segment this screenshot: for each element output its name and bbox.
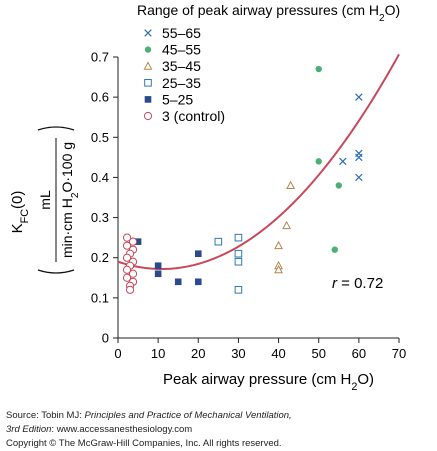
data-point: [274, 240, 284, 250]
data-point: [122, 273, 132, 282]
data-point: [128, 237, 138, 246]
legend-marker: [144, 96, 152, 103]
legend-marker: [144, 29, 152, 37]
data-point: [154, 262, 162, 270]
x-tick-label: 10: [151, 346, 165, 361]
data-point: [274, 264, 284, 274]
x-tick-label: 70: [392, 346, 406, 361]
x-tick-label: 50: [311, 346, 325, 361]
legend-label: 45–55: [162, 42, 201, 58]
y-tick-label: 0.4: [91, 170, 109, 185]
legend-label: 25–35: [162, 75, 201, 91]
x-tick-label: 30: [231, 346, 245, 361]
chart: 0 10 20 30 40 50 60 70 0 0.1 0.2 0.3 0.4 0.5 0.6 0.7 Ra…: [9, 2, 406, 393]
series-4: [134, 238, 202, 286]
data-point: [122, 241, 132, 250]
legend-marker: [143, 111, 153, 121]
data-point: [125, 285, 135, 294]
data-point: [234, 257, 243, 266]
legend-marker: [144, 79, 152, 87]
y-axis-label: KFC(0) mL min·cm H2O·100 g: [9, 126, 81, 274]
x-tick-label: 20: [191, 346, 205, 361]
data-point: [154, 270, 162, 278]
data-point: [339, 157, 347, 166]
data-point: [355, 93, 363, 101]
legend-label: 3 (control): [162, 108, 225, 124]
x-tick-label: 60: [352, 346, 366, 361]
fit-curve: [117, 53, 400, 271]
legend-label: 35–45: [162, 58, 201, 74]
data-point: [234, 249, 243, 258]
data-point: [355, 173, 363, 182]
axis-labels: Peak airway pressure (cm H2O) r = 0.72 KFC…: [9, 126, 383, 393]
legend-label: 55–65: [162, 25, 201, 41]
data-point: [335, 182, 342, 189]
series-1: [315, 65, 342, 253]
legend-title: Range of peak airway pressures (cm H2O): [137, 2, 400, 24]
copyright-line: Copyright © The McGraw-Hill Companies, I…: [6, 438, 282, 449]
data-point: [122, 265, 132, 274]
data-point: [194, 278, 202, 286]
y-tick-label: 0.7: [91, 50, 109, 65]
data-point: [315, 158, 322, 165]
y-axis-label-main: KFC(0): [9, 191, 31, 234]
data-point: [134, 238, 142, 245]
legend-marker: [144, 46, 152, 53]
data-point: [234, 233, 243, 242]
data-points: [122, 65, 363, 294]
y-tick-label: 0.2: [91, 250, 109, 265]
legend-label: 5–25: [162, 91, 193, 107]
y-tick-label: 0.5: [91, 130, 109, 145]
y-tick-label: 0: [102, 331, 109, 346]
legend: Range of peak airway pressures (cm H2O)5…: [137, 2, 400, 124]
y-tick-label: 0.1: [91, 290, 109, 305]
data-point: [355, 153, 363, 162]
data-point: [128, 269, 138, 278]
y-axis-label-denominator: min·cm H2O·100 g: [59, 142, 81, 258]
series-2: [274, 180, 296, 274]
x-tick-label: 40: [271, 346, 285, 361]
right-paren: [37, 126, 75, 131]
chart-axes: 0 10 20 30 40 50 60 70 0 0.1 0.2 0.3 0.4 0.5 0.6 0.7: [91, 50, 406, 362]
legend-marker: [143, 61, 153, 70]
correlation-annotation: r = 0.72: [332, 275, 383, 292]
y-tick-label: 0.6: [91, 90, 109, 105]
data-point: [234, 286, 243, 294]
data-point: [331, 246, 338, 253]
data-point: [315, 65, 322, 73]
x-tick-label: 0: [114, 346, 121, 361]
data-point: [214, 237, 223, 246]
data-point: [194, 250, 202, 257]
data-point: [122, 233, 132, 242]
series-0: [339, 93, 363, 182]
x-axis-label: Peak airway pressure (cm H2O): [163, 371, 374, 393]
data-point: [282, 220, 292, 230]
source-line-1: Source: Tobin MJ: Principles and Practic…: [6, 410, 292, 421]
data-point: [122, 253, 132, 262]
source-line-2: 3rd Edition: www.accessanesthesiology.co…: [6, 424, 193, 435]
data-point: [174, 278, 182, 286]
left-paren: [37, 269, 75, 274]
series-5: [122, 233, 138, 294]
y-axis-label-numerator: mL: [37, 190, 53, 210]
data-point: [286, 180, 296, 189]
series-3: [214, 233, 243, 294]
y-tick-label: 0.3: [91, 210, 109, 225]
